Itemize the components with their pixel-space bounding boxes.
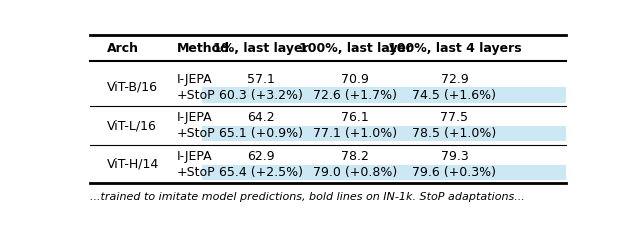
- Text: ViT-H/14: ViT-H/14: [108, 158, 159, 171]
- Text: ViT-L/16: ViT-L/16: [108, 119, 157, 132]
- Text: Method: Method: [177, 42, 230, 55]
- Text: 65.4 (+2.5%): 65.4 (+2.5%): [219, 166, 303, 179]
- Text: 64.2: 64.2: [247, 111, 275, 124]
- Text: 72.6 (+1.7%): 72.6 (+1.7%): [314, 89, 397, 102]
- Text: +StoP: +StoP: [177, 166, 215, 179]
- Text: 70.9: 70.9: [341, 73, 369, 86]
- FancyBboxPatch shape: [202, 126, 566, 141]
- FancyBboxPatch shape: [202, 88, 566, 103]
- FancyBboxPatch shape: [202, 165, 566, 180]
- Text: I-JEPA: I-JEPA: [177, 73, 212, 86]
- Text: 76.1: 76.1: [341, 111, 369, 124]
- Text: ViT-B/16: ViT-B/16: [108, 81, 158, 94]
- Text: +StoP: +StoP: [177, 89, 215, 102]
- Text: 78.5 (+1.0%): 78.5 (+1.0%): [412, 127, 497, 140]
- Text: 79.6 (+0.3%): 79.6 (+0.3%): [413, 166, 497, 179]
- Text: Arch: Arch: [108, 42, 140, 55]
- Text: 57.1: 57.1: [247, 73, 275, 86]
- Text: 77.1 (+1.0%): 77.1 (+1.0%): [313, 127, 397, 140]
- Text: 60.3 (+3.2%): 60.3 (+3.2%): [219, 89, 303, 102]
- Text: 100%, last layer: 100%, last layer: [299, 42, 412, 55]
- Text: 77.5: 77.5: [440, 111, 468, 124]
- Text: 79.0 (+0.8%): 79.0 (+0.8%): [313, 166, 397, 179]
- Text: +StoP: +StoP: [177, 127, 215, 140]
- Text: 74.5 (+1.6%): 74.5 (+1.6%): [413, 89, 497, 102]
- Text: 72.9: 72.9: [440, 73, 468, 86]
- Text: 79.3: 79.3: [440, 150, 468, 163]
- Text: 100%, last 4 layers: 100%, last 4 layers: [388, 42, 522, 55]
- Text: 1%, last layer: 1%, last layer: [213, 42, 309, 55]
- Text: I-JEPA: I-JEPA: [177, 111, 212, 124]
- Text: 65.1 (+0.9%): 65.1 (+0.9%): [219, 127, 303, 140]
- Text: 78.2: 78.2: [341, 150, 369, 163]
- Text: ...trained to imitate model predictions, bold lines on IN-1k. StoP adaptations..: ...trained to imitate model predictions,…: [90, 192, 525, 201]
- Text: I-JEPA: I-JEPA: [177, 150, 212, 163]
- Text: 62.9: 62.9: [247, 150, 275, 163]
